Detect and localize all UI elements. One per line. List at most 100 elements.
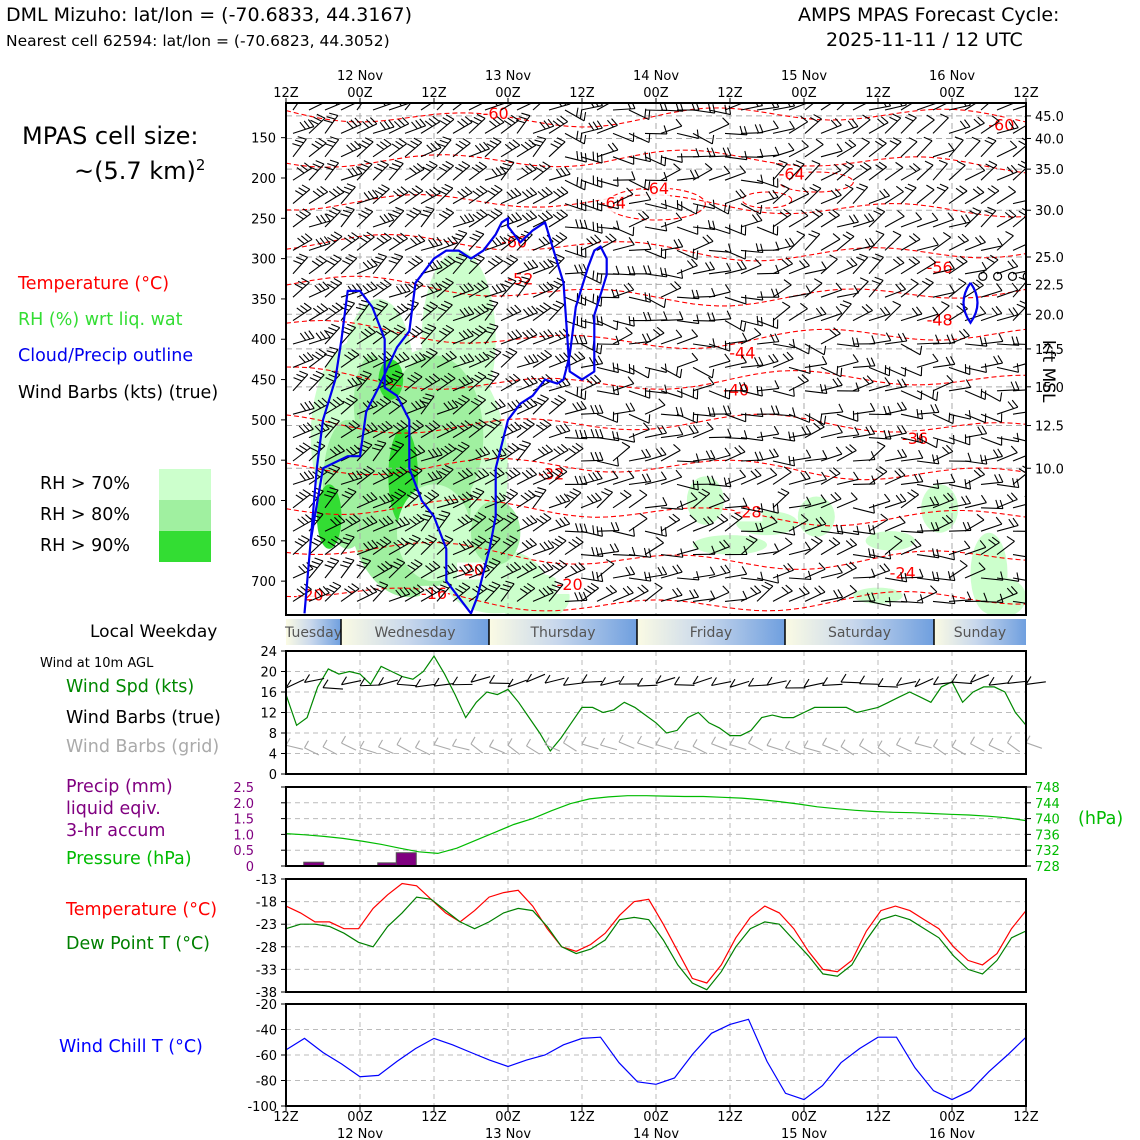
wind-barb [820,254,838,275]
wind-barb-feather [696,250,699,260]
wind-barb-feather [829,254,838,260]
wind-barb [756,380,780,392]
wind-barb-feather [877,118,885,126]
wind-barb [836,426,860,439]
wind-barb-shaft [916,530,940,532]
wind-barb-feather [945,514,954,522]
wind-barb-feather [421,540,431,546]
wind-barb-feather [975,236,982,245]
wind-barb-feather [872,548,876,558]
wind-barb-feather [859,253,868,258]
wind-barb-feather [429,301,438,307]
wind-barb-shaft [852,141,870,158]
wind-barb-feather [382,517,390,525]
surface-barb-true-feather [378,676,384,686]
wind-barb [916,403,940,415]
wind-barb-feather [467,353,475,361]
wind-barb [612,363,635,375]
wind-barb-shaft [356,444,373,462]
wind-barb-shaft [404,260,424,275]
wind-barb [420,489,440,509]
wind-barb-feather [328,210,338,215]
wind-barb [868,230,885,251]
wind-barb-shaft [580,226,603,234]
wind-barb-feather [644,292,647,302]
wind-barb [356,207,374,228]
wind-barb-shaft [852,257,869,275]
wind-barb-shaft [452,121,473,134]
wind-barb-shaft [340,559,355,579]
wind-barb-feather [969,210,978,216]
nearest-cell: Nearest cell 62594: lat/lon = (-70.6823,… [6,32,390,50]
wind-barb-feather [421,330,431,335]
wind-barb [420,470,443,485]
wind-barb-feather [550,143,559,149]
wind-barb [420,236,443,251]
wind-barb-feather [468,213,475,221]
wind-barb [628,151,652,163]
wind-barb-feather [317,399,326,407]
wind-barb [436,103,445,111]
wind-barb-shaft [948,221,971,228]
wind-barb-feather [965,379,972,388]
wind-barb-shaft [708,226,731,235]
wind-barb-shaft [340,425,360,439]
wind-barb-shaft [292,308,312,322]
wind-barb-feather [510,306,518,314]
wind-barb-feather [502,260,512,266]
wind-barb [820,589,844,602]
wind-barb-shaft [756,585,774,602]
wind-barb [660,238,684,251]
wind-barb-shaft [932,305,950,322]
wind-barb [516,515,538,532]
wind-barb-feather [990,91,998,95]
wind-barb-feather [600,103,604,106]
wind-barb-feather [543,512,552,520]
wind-barb [916,496,940,509]
wind-barb [372,468,394,485]
wind-barb-shaft [404,358,426,368]
wind-barb-feather [529,561,537,569]
wind-barb-feather [466,375,474,383]
wind-barb-feather [414,353,422,362]
wind-barb-shaft [916,411,939,415]
wind-barb-feather [312,190,321,198]
wind-barb-feather [1019,300,1026,305]
pressure-tick-label: 744 [1035,797,1060,812]
wind-barb [1012,403,1026,415]
wind-barb-feather [1012,119,1019,128]
wind-barb [340,487,357,509]
wind-barb-feather [973,95,980,101]
wind-barb-feather [509,469,517,477]
wind-barb-shaft [932,600,955,605]
wind-barb [900,538,922,556]
wind-barb-feather [754,327,762,335]
wind-barb-shaft [564,599,587,602]
wind-barb-shaft [356,141,374,158]
surface-barb-true [988,682,1009,686]
wind-barb-shaft [644,454,667,462]
wind-barb-shaft [884,432,907,439]
wind-barb [772,184,790,205]
wind-barb [980,516,1003,532]
surface-barb-true-feather [859,675,865,684]
wind-barb [644,247,667,260]
surface-barb-true-feather [637,677,643,687]
wind-barb [788,364,811,374]
wind-barb-shaft [772,306,791,322]
wind-barb-feather [392,444,401,449]
wind-barb-feather [326,587,335,593]
wind-barb-feather [337,444,345,452]
wind-barb-shaft [1012,437,1026,442]
wind-barb-feather [1006,587,1014,596]
wind-barb-feather [931,454,935,464]
wind-barb-feather [575,442,584,450]
wind-barb [916,389,939,402]
wind-barb-feather [402,351,410,360]
wind-barb-feather [958,330,966,338]
wind-barb [612,282,635,298]
wind-barb-feather [379,215,386,224]
wind-barb-shaft [356,103,363,111]
wind-barb-shaft [372,522,394,532]
